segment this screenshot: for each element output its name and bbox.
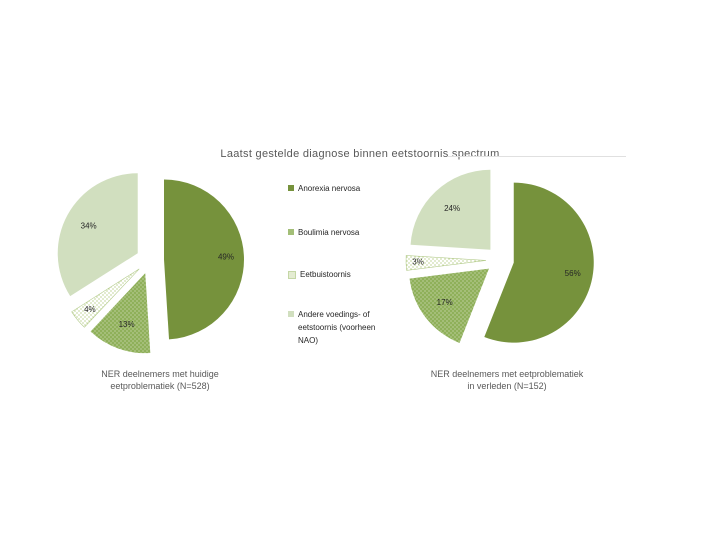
caption-past-line1: NER deelnemers met eetproblematiek — [430, 369, 584, 379]
legend-label-boulimia: Boulimia nervosa — [298, 228, 360, 237]
pie2-label-eetbui: 3% — [412, 258, 424, 267]
pie-chart-past: 56% 17% 3% 24% — [405, 169, 594, 343]
pie2-slice-andere — [410, 169, 491, 250]
pie1-label-anorexia: 49% — [218, 253, 234, 262]
pie2-label-andere: 24% — [444, 204, 460, 213]
legend-swatch-boulimia — [288, 229, 294, 235]
legend-swatch-eetbui — [288, 271, 296, 279]
chart-title: Laatst gestelde diagnose binnen eetstoor… — [220, 148, 500, 160]
legend-swatch-andere — [288, 311, 294, 317]
caption-current-line2: eetproblematiek (N=528) — [110, 381, 210, 391]
pie2-slice-eetbui — [405, 255, 487, 271]
caption-past-line2: in verleden (N=152) — [467, 381, 547, 391]
legend-item-eetbui: Eetbuistoornis — [288, 268, 351, 281]
legend-label-anorexia: Anorexia nervosa — [298, 184, 361, 193]
pie2-label-anorexia: 56% — [565, 269, 581, 278]
pie2-slice-anorexia — [484, 182, 594, 343]
pie1-slice-anorexia — [163, 179, 244, 340]
pie1-label-boulimia: 13% — [119, 320, 135, 329]
legend-swatch-anorexia — [288, 185, 294, 191]
pie1-label-andere: 34% — [81, 221, 97, 230]
pie1-slice-andere — [57, 173, 138, 297]
legend-label-eetbui: Eetbuistoornis — [300, 270, 351, 279]
pie2-slice-boulimia — [409, 268, 489, 343]
caption-past: NER deelnemers met eetproblematiek in ve… — [402, 368, 612, 392]
pie2-label-boulimia: 17% — [437, 298, 453, 307]
legend-item-anorexia: Anorexia nervosa — [288, 182, 360, 195]
title-underline — [448, 156, 626, 157]
pie-chart-current: 49% 13% 4% 34% — [57, 173, 244, 354]
legend-item-andere: Andere voedings- of eetstoornis (voorhee… — [288, 308, 392, 347]
caption-current-line1: NER deelnemers met huidige — [101, 369, 219, 379]
legend-label-andere: Andere voedings- of eetstoornis (voorhee… — [298, 310, 376, 345]
pie1-label-eetbui: 4% — [84, 305, 96, 314]
legend-item-boulimia: Boulimia nervosa — [288, 226, 359, 239]
pie1-slice-eetbui — [71, 268, 140, 328]
caption-current: NER deelnemers met huidige eetproblemati… — [60, 368, 260, 392]
pie1-slice-boulimia — [90, 273, 151, 354]
